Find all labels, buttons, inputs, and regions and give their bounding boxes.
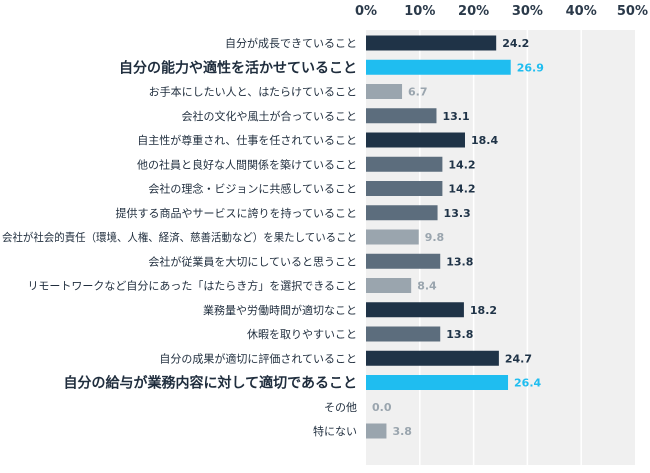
value-label: 8.4 [417,280,437,293]
x-tick-label: 50% [617,4,648,19]
value-label: 0.0 [372,401,392,414]
category-label: 自分の成果が適切に評価されていること [159,351,357,365]
bar [366,35,497,51]
x-tick-label: 0% [355,4,377,19]
bar [366,59,511,75]
x-tick-label: 40% [566,4,597,19]
category-label: リモートワークなど自分にあった「はたらき方」を選択できること [27,279,357,293]
value-label: 26.9 [517,61,544,74]
category-label: 会社が従業員を大切にしていると思うこと [148,254,357,268]
category-label: 自分の能力や適性を活かせていること [119,59,357,76]
value-label: 18.2 [470,304,497,317]
bar [366,375,509,390]
category-label: 会社の文化や風土が合っていること [182,109,357,123]
bar [366,302,464,318]
plot-area [366,30,635,465]
bar [366,350,499,366]
value-label: 3.8 [392,425,412,438]
category-label: 休暇を取りやすいこと [247,328,357,341]
bar [366,84,403,99]
value-labels: 24.226.96.713.118.414.214.213.39.813.88.… [372,37,544,438]
bar [366,205,438,221]
category-label: 自主性が尊重され、仕事を任されていること [137,133,357,147]
category-label: 業務量や労働時間が適切なこと [203,303,357,317]
category-label: 他の社員と良好な人間関係を築けていること [137,157,357,171]
value-label: 13.1 [442,110,469,123]
category-label: 会社が社会的責任（環境、人権、経済、慈善活動など）を果たしていること [2,230,357,244]
value-label: 24.2 [502,37,529,50]
category-label: お手本にしたい人と、はたらけていること [149,85,357,99]
bar [366,181,443,196]
value-label: 13.8 [446,255,473,268]
x-tick-label: 20% [458,4,489,19]
bar [366,132,465,148]
bar [366,229,419,245]
bar [366,423,387,439]
value-label: 6.7 [408,86,428,99]
value-label: 18.4 [471,134,498,147]
category-label: 特にない [313,424,357,438]
category-label: 会社の理念・ビジョンに共感していること [148,182,357,196]
value-label: 26.4 [514,377,541,390]
value-label: 13.8 [446,328,473,341]
bar [366,156,443,172]
category-labels: 自分が成長できていること自分の能力や適性を活かせていることお手本にしたい人と、は… [2,36,357,438]
bar [366,253,441,269]
grid-lines [419,30,582,465]
category-label: 自分が成長できていること [225,36,357,50]
value-label: 14.2 [448,183,475,196]
bar [366,108,437,124]
category-label: その他 [324,401,357,414]
bar [366,326,441,342]
x-tick-label: 10% [404,4,435,19]
value-label: 13.3 [444,207,471,220]
bars [366,35,511,439]
category-label: 提供する商品やサービスに誇りを持っていること [116,206,357,220]
value-label: 24.7 [505,352,532,365]
bar [366,278,412,293]
x-axis-ticks: 0% 10% 20% 30% 40% 50% [355,4,648,19]
value-label: 9.8 [425,231,445,244]
value-label: 14.2 [448,158,475,171]
x-tick-label: 30% [512,4,543,19]
category-label: 自分の給与が業務内容に対して適切であること [64,375,357,392]
